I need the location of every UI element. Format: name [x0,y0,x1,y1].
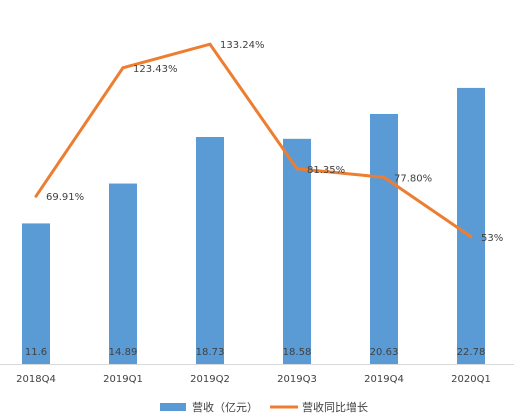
bar-2019Q1 [109,183,137,364]
line-value-labels: 69.91% 123.43% 133.24% 81.35% 77.80% 53% [46,40,503,244]
bar-2019Q3 [283,138,311,364]
bar-value-label: 22.78 [457,347,486,358]
bar-value-label: 11.6 [25,347,47,358]
bar-value-label: 18.73 [196,347,225,358]
growth-value-label: 69.91% [46,192,84,203]
legend-label-growth: 营收同比增长 [302,400,368,414]
bar-series [22,87,485,364]
x-tick-labels: 2018Q4 2019Q1 2019Q2 2019Q3 2019Q4 2020Q1 [16,374,491,385]
legend-swatch-revenue [160,403,186,411]
bar-value-label: 14.89 [109,347,138,358]
bar-2018Q4 [22,223,50,364]
bar-value-labels: 11.6 14.89 18.73 18.58 20.63 22.78 [25,347,485,358]
x-tick-label: 2018Q4 [16,374,56,385]
growth-point [208,42,212,46]
bar-value-label: 18.58 [283,347,312,358]
bar-value-label: 20.63 [370,347,399,358]
x-tick-label: 2019Q3 [277,374,317,385]
bar-2019Q2 [196,136,224,364]
growth-value-label: 133.24% [220,40,265,51]
x-tick-label: 2019Q4 [364,374,404,385]
bar-2020Q1 [457,87,485,364]
growth-value-label: 81.35% [307,165,345,176]
legend-label-revenue: 营收（亿元） [192,400,258,414]
growth-point [469,235,473,239]
growth-value-label: 123.43% [133,64,178,75]
x-tick-label: 2020Q1 [451,374,491,385]
growth-point [382,175,386,179]
growth-point [121,66,125,70]
growth-line [34,42,472,239]
growth-value-label: 77.80% [394,173,432,184]
line-series [34,42,473,239]
bar-2019Q4 [370,113,398,364]
growth-value-label: 53% [481,233,503,244]
x-tick-label: 2019Q1 [103,374,143,385]
x-tick-label: 2019Q2 [190,374,230,385]
legend: 营收（亿元） 营收同比增长 [160,400,368,414]
growth-point [295,167,299,171]
growth-point [34,194,38,198]
